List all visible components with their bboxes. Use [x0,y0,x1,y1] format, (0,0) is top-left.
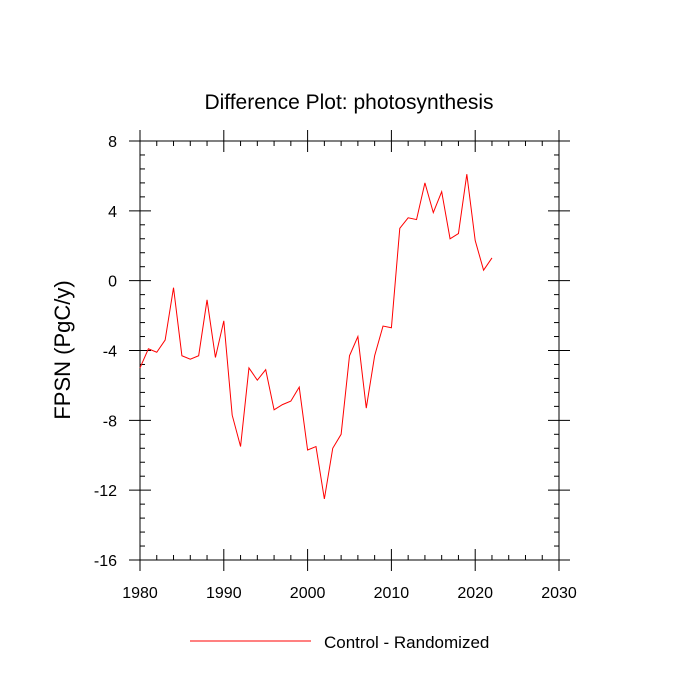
y-tick-label: -8 [103,413,117,430]
x-tick-labels: 1980 1990 2000 2010 2020 2030 [122,585,577,602]
series-group [139,174,493,499]
axis-ticks [129,130,570,571]
y-axis-label: FPSN (PgC/y) [50,280,75,419]
y-tick-label: 8 [108,134,117,151]
x-tick-label: 2010 [374,585,410,602]
y-tick-labels: -16 -12 -8 -4 0 4 8 [94,134,117,570]
y-tick-label: 0 [108,274,117,291]
y-tick-label: -4 [103,344,117,361]
legend-label: Control - Randomized [324,633,489,652]
chart-title: Difference Plot: photosynthesis [204,91,493,114]
x-tick-label: 2020 [457,585,493,602]
series-line-0 [139,174,493,499]
y-tick-label: 4 [108,204,117,221]
x-tick-label: 1990 [206,585,242,602]
legend: Control - Randomized [190,633,489,652]
plot-frame [139,140,560,561]
x-tick-label: 2000 [290,585,326,602]
x-tick-label: 1980 [122,585,158,602]
y-tick-label: -12 [94,483,117,500]
x-tick-label: 2030 [541,585,577,602]
plot-area: 1980 1990 2000 2010 2020 2030 -16 -12 -8 -4 0 4 8 [94,130,577,602]
y-tick-label: -16 [94,553,117,570]
